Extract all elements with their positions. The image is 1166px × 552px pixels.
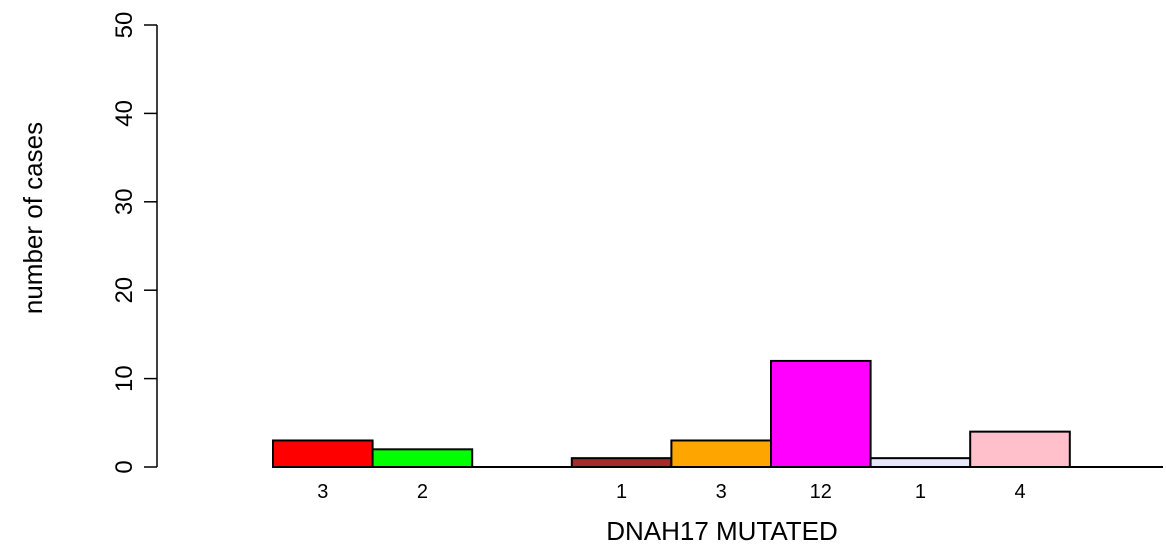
- bar: [570, 457, 673, 469]
- bar-count-label: 3: [716, 481, 727, 503]
- bar-count-label: 2: [417, 481, 428, 503]
- count-labels: 3 2 1 3 12 1 4: [317, 481, 1025, 503]
- bar: [272, 439, 374, 469]
- bar: [371, 448, 474, 469]
- bar: [969, 430, 1071, 469]
- x-axis-title: DNAH17 MUTATED: [606, 516, 838, 546]
- y-axis: 0 10 20 30 40 50: [111, 12, 158, 474]
- y-tick-label: 30: [111, 188, 138, 215]
- bar: [670, 439, 773, 469]
- y-tick-label: 40: [111, 100, 138, 127]
- bar-count-label: 4: [1014, 481, 1025, 503]
- bars: [272, 359, 1071, 469]
- bar-count-label: 1: [616, 481, 627, 503]
- bar: [869, 457, 972, 469]
- y-tick-label: 50: [111, 12, 138, 39]
- bar-count-label: 12: [810, 481, 832, 503]
- y-tick-label: 0: [111, 460, 138, 473]
- bar-count-label: 3: [317, 481, 328, 503]
- y-tick-label: 20: [111, 277, 138, 304]
- y-axis-title: number of cases: [18, 122, 48, 314]
- bar: [770, 359, 872, 469]
- bar-count-label: 1: [915, 481, 926, 503]
- y-tick-label: 10: [111, 365, 138, 392]
